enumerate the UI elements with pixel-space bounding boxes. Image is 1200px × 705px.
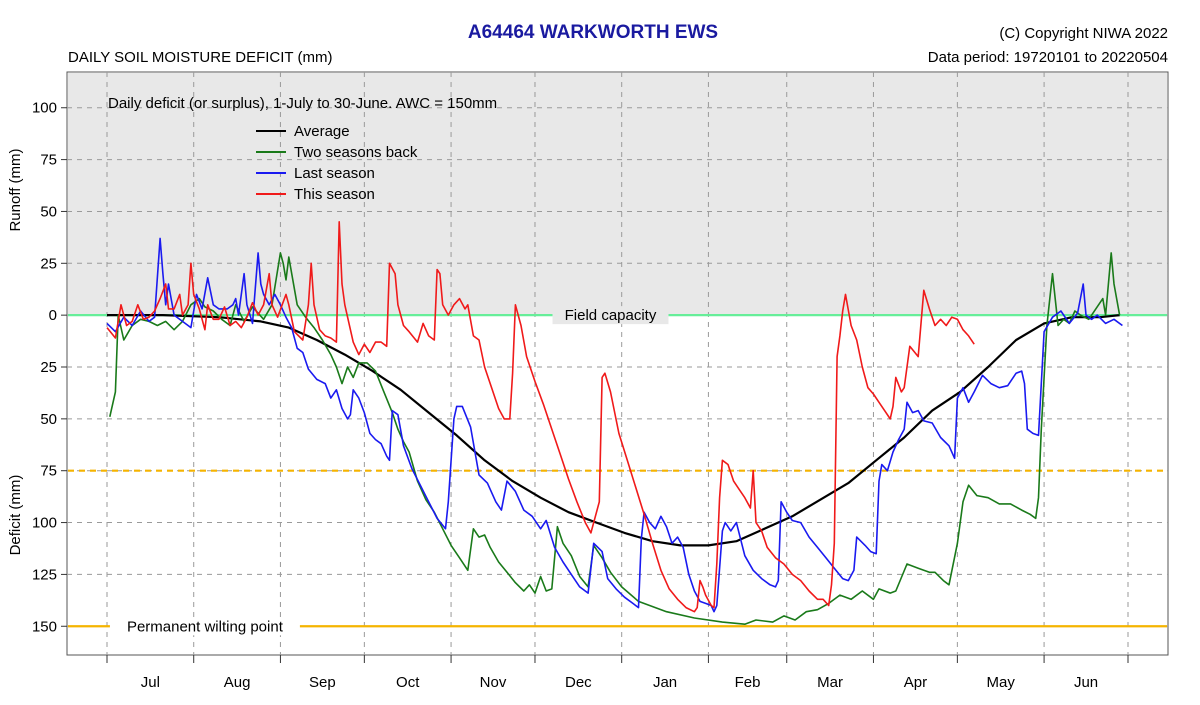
y-tick-label: 25 bbox=[40, 359, 57, 376]
legend-label: Last season bbox=[294, 165, 375, 182]
copyright-text: (C) Copyright NIWA 2022 bbox=[999, 25, 1168, 42]
x-tick-label: Sep bbox=[309, 674, 336, 691]
y-tick-label: 25 bbox=[40, 255, 57, 272]
runoff-zone bbox=[68, 73, 1167, 316]
x-tick-label: Oct bbox=[396, 674, 420, 691]
legend-label: This season bbox=[294, 186, 375, 203]
x-tick-label: Nov bbox=[480, 674, 507, 691]
y-axis-label-deficit: Deficit (mm) bbox=[7, 475, 24, 556]
y-tick-label: 75 bbox=[40, 152, 57, 169]
y-tick-label: 50 bbox=[40, 203, 57, 220]
x-tick-label: May bbox=[987, 674, 1016, 691]
y-tick-label: 0 bbox=[49, 307, 57, 324]
y-tick-label: 75 bbox=[40, 463, 57, 480]
reference-line-label: Field capacity bbox=[565, 307, 657, 324]
reference-line-label: Permanent wilting point bbox=[127, 618, 284, 635]
legend-label: Two seasons back bbox=[294, 144, 418, 161]
x-tick-label: Aug bbox=[224, 674, 251, 691]
y-tick-label: 50 bbox=[40, 411, 57, 428]
y-tick-label: 100 bbox=[32, 100, 57, 117]
x-tick-label: Dec bbox=[565, 674, 592, 691]
y-tick-label: 125 bbox=[32, 566, 57, 583]
reference-label-bg bbox=[552, 306, 669, 325]
chart-title: A64464 WARKWORTH EWS bbox=[468, 22, 718, 43]
legend-label: Average bbox=[294, 123, 350, 140]
x-tick-label: Jan bbox=[653, 674, 677, 691]
x-tick-label: Mar bbox=[817, 674, 843, 691]
series-line bbox=[106, 237, 1123, 613]
y-tick-label: 100 bbox=[32, 515, 57, 532]
x-tick-label: Jul bbox=[141, 674, 160, 691]
chart-heading: DAILY SOIL MOISTURE DEFICIT (mm) bbox=[68, 49, 332, 66]
series-line bbox=[109, 252, 1121, 625]
x-tick-label: Apr bbox=[904, 674, 927, 691]
data-period-text: Data period: 19720101 to 20220504 bbox=[928, 49, 1168, 66]
chart-note: Daily deficit (or surplus), 1-July to 30… bbox=[108, 95, 497, 112]
x-tick-label: Jun bbox=[1074, 674, 1098, 691]
y-tick-label: 150 bbox=[32, 618, 57, 635]
series-line bbox=[106, 221, 975, 613]
x-tick-label: Feb bbox=[735, 674, 761, 691]
y-axis-label-runoff: Runoff (mm) bbox=[7, 148, 24, 231]
reference-label-bg bbox=[109, 617, 300, 636]
